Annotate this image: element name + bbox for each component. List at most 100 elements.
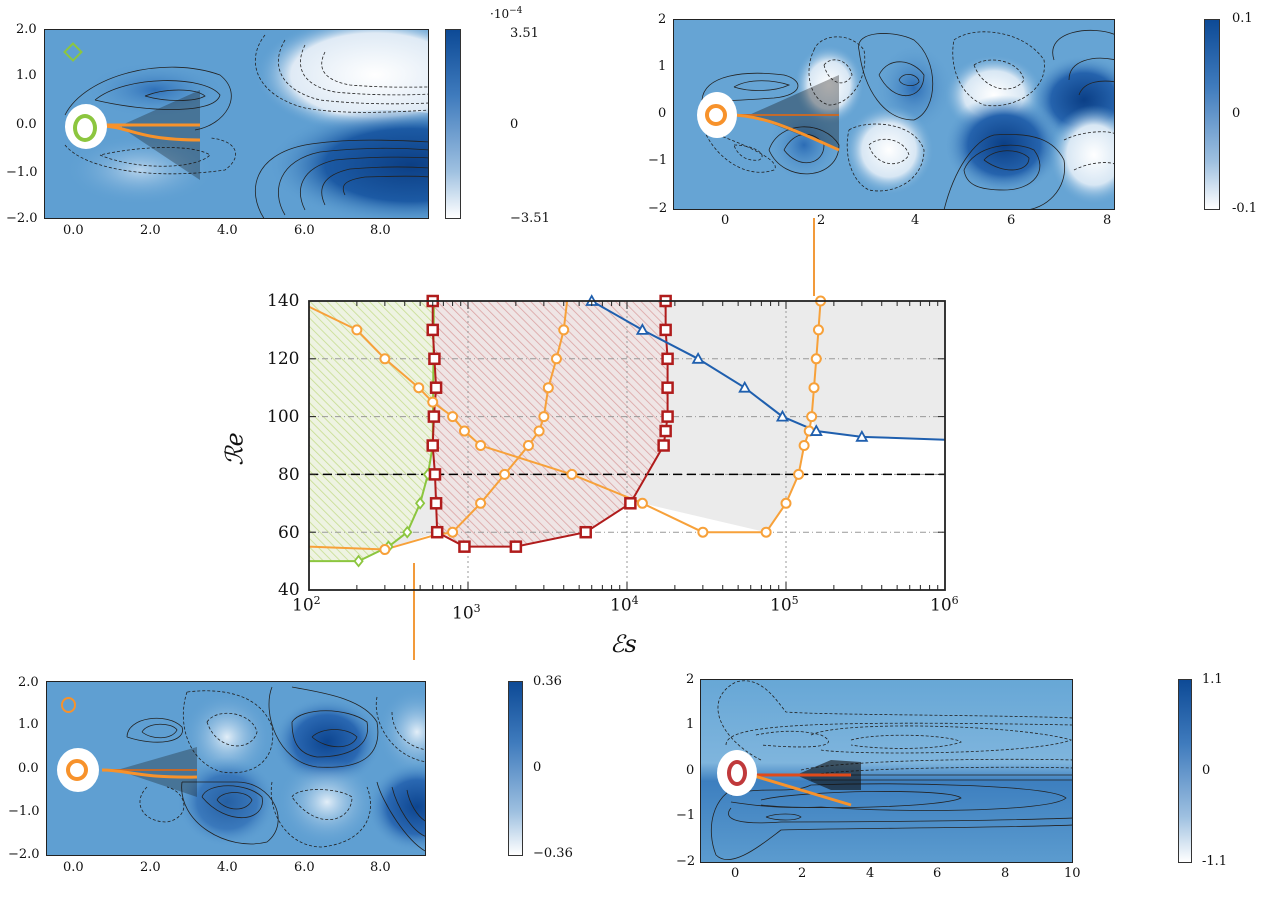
- panel-top-right: 2 1 0 −1 −2 0 2 4 6 8 0.1 0 -0.1: [640, 0, 1282, 240]
- ytick: −2: [676, 854, 696, 869]
- data-point-circle: [636, 497, 648, 509]
- contour-plot-bottom-left: [101, 686, 425, 852]
- data-point-square: [509, 540, 523, 553]
- ytick-label: 120: [267, 349, 300, 369]
- data-point-circle: [780, 497, 792, 509]
- series-line-blue-triangle: [591, 300, 946, 441]
- colorbar-max: 1.1: [1202, 672, 1223, 687]
- y-axis-label: ℛe: [220, 432, 249, 466]
- colorbar-min: −0.36: [533, 846, 573, 861]
- xtick: 6.0: [294, 860, 315, 875]
- ytick: −2.0: [6, 211, 38, 226]
- xtick: 10: [1064, 866, 1081, 881]
- data-point-circle: [793, 468, 805, 480]
- ytick-label: 80: [278, 465, 300, 485]
- data-point-circle: [697, 526, 709, 538]
- panel-top-left: 2.0 1.0 0.0 −1.0 −2.0 0.0 2.0 4.0 6.0 8.…: [0, 0, 580, 240]
- ytick: 0.0: [16, 117, 37, 132]
- data-point-circle: [379, 544, 391, 556]
- colorbar-bottom-right: [1178, 679, 1192, 863]
- data-point-square: [661, 381, 674, 394]
- ytick: 2.0: [18, 675, 39, 690]
- colorbar-min: -1.1: [1202, 854, 1228, 869]
- ytick: 2: [658, 12, 667, 27]
- colorbar-max: 3.51: [510, 26, 539, 41]
- contour-plot-top-right: [701, 29, 1114, 209]
- data-point-circle: [533, 425, 545, 437]
- xtick: 6: [1007, 213, 1016, 228]
- colorbar-mid: 0: [533, 760, 542, 775]
- data-point-diamond: [414, 496, 426, 510]
- contour-plot-bottom-right: [701, 680, 1072, 862]
- panel-bottom-right: 2 1 0 −1 −2 0 2 4 6 8 10 1.1 0 -1.1: [660, 660, 1282, 897]
- vorticity-field-top-right: [673, 19, 1115, 210]
- data-point-circle: [499, 468, 511, 480]
- xtick: 8.0: [370, 860, 391, 875]
- xtick: 4: [866, 866, 875, 881]
- xtick-label: 103: [452, 602, 481, 624]
- data-point-square: [661, 410, 674, 423]
- ytick: −1: [676, 808, 696, 823]
- xtick: 4.0: [217, 860, 238, 875]
- data-point-square: [427, 410, 441, 423]
- xtick-label: 105: [770, 594, 799, 616]
- xtick: 2: [817, 213, 826, 228]
- vorticity-field-bottom-left: [46, 681, 426, 856]
- data-point-square: [657, 439, 670, 452]
- data-point-circle: [808, 382, 820, 394]
- ytick: −1: [648, 153, 668, 168]
- data-point-square: [458, 540, 471, 553]
- data-point-triangle: [809, 424, 823, 436]
- xtick: 2.0: [140, 223, 161, 238]
- data-point-square: [426, 323, 439, 337]
- colorbar-top-right: [1204, 19, 1220, 210]
- ytick: 0.0: [18, 761, 39, 776]
- colorbar-max: 0.1: [1232, 11, 1253, 26]
- colorbar-mid: 0: [510, 117, 519, 132]
- ytick: −2.0: [8, 847, 40, 862]
- ytick: 0: [686, 763, 695, 778]
- colorbar-scale-exponent: −4: [509, 6, 523, 16]
- data-point-diamond: [402, 525, 413, 539]
- xtick-label: 106: [930, 594, 959, 616]
- xtick-label: 104: [610, 594, 639, 616]
- colorbar-mid: 0: [1202, 763, 1211, 778]
- ytick-label: 60: [278, 523, 300, 543]
- ring-marker-icon: [727, 760, 747, 786]
- colorbar-min: -0.1: [1232, 201, 1258, 216]
- data-point-circle: [538, 411, 550, 423]
- data-point-circle: [379, 353, 391, 365]
- data-point-triangle: [738, 380, 752, 393]
- ytick: 1.0: [18, 717, 39, 732]
- data-point-circle: [810, 353, 822, 365]
- ytick-label: 100: [267, 407, 300, 427]
- ytick-label: 140: [267, 291, 300, 311]
- data-point-square: [579, 525, 592, 539]
- xtick: 8: [1103, 213, 1112, 228]
- data-point-circle: [351, 324, 363, 336]
- ytick: −2: [648, 201, 668, 216]
- ytick: 1.0: [16, 68, 37, 83]
- ytick: 1: [658, 59, 667, 74]
- data-point-circle: [550, 353, 562, 365]
- ring-marker-icon: [73, 114, 97, 142]
- data-point-square: [428, 468, 442, 481]
- xtick: 8.0: [370, 223, 391, 238]
- data-point-square: [426, 439, 439, 452]
- vorticity-field-top-left: [44, 29, 429, 219]
- main-chart: 140 120 100 80 60 40 102 103 104 105 106…: [220, 280, 980, 670]
- data-point-triangle: [855, 429, 869, 442]
- data-point-circle: [475, 497, 487, 509]
- xtick: 0: [721, 213, 730, 228]
- connector-line-top: [813, 218, 815, 296]
- data-point-square: [624, 497, 637, 510]
- data-point-square: [430, 525, 444, 539]
- colorbar-scale-base: ·10: [490, 7, 510, 21]
- data-point-circle: [542, 382, 554, 394]
- ring-marker-icon: [66, 759, 88, 781]
- data-point-diamond: [353, 554, 364, 568]
- circle-marker-icon: [61, 697, 76, 713]
- xtick: 6.0: [294, 223, 315, 238]
- data-point-circle: [447, 411, 459, 423]
- data-point-square: [661, 352, 674, 366]
